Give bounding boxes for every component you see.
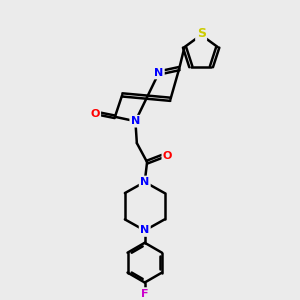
Text: N: N [140,177,149,187]
Text: O: O [163,151,172,161]
Text: S: S [196,27,206,40]
Text: N: N [140,226,149,236]
Text: O: O [90,109,100,119]
Text: N: N [154,68,164,78]
Text: F: F [141,289,148,298]
Text: N: N [131,116,140,126]
